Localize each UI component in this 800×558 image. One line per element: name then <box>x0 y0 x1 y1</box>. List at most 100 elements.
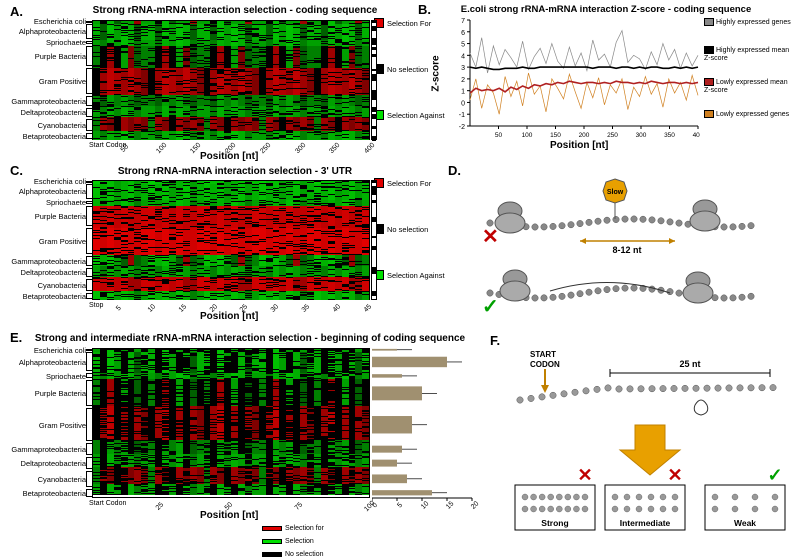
taxon-bracket <box>86 349 92 351</box>
panel-c-heatmap <box>92 180 370 300</box>
svg-text:START: START <box>530 350 556 359</box>
taxon-bracket <box>86 293 92 299</box>
taxon-label: Spriochaete <box>2 372 86 381</box>
taxon-label: Alphaproteobacteria <box>2 27 86 36</box>
panel-e-bars: 05101520 <box>372 348 480 518</box>
taxon-label: Spriochaete <box>2 198 86 207</box>
taxon-bracket <box>86 489 92 497</box>
xtick: 25 <box>154 501 164 511</box>
panel-e-xlabel: Position [nt] <box>200 510 258 521</box>
xtick: 40 <box>332 303 342 313</box>
panel-a-xlabel: Position [nt] <box>200 151 258 162</box>
svg-text:20: 20 <box>470 500 480 511</box>
taxon-bracket <box>86 108 92 117</box>
taxon-bracket <box>86 41 92 45</box>
panel-b-xlabel: Position [nt] <box>550 140 608 151</box>
svg-text:50: 50 <box>495 132 503 138</box>
panel-c-xlabel: Position [nt] <box>200 311 258 322</box>
svg-text:-1: -1 <box>459 112 465 119</box>
svg-text:25 nt: 25 nt <box>679 359 700 369</box>
svg-text:400: 400 <box>693 132 700 138</box>
panel-f-label: F. <box>490 333 500 348</box>
taxon-bracket <box>86 46 92 66</box>
taxon-bracket <box>86 457 92 469</box>
panel-a-xstart: Start Codon <box>89 142 126 149</box>
legend-item: No selection <box>374 224 445 234</box>
xtick: 15 <box>177 303 187 313</box>
panel-c-label: C. <box>10 163 23 178</box>
xtick: 75 <box>293 501 303 511</box>
panel-e-label: E. <box>10 330 22 345</box>
taxon-label: Escherichia coli <box>2 177 86 186</box>
taxon-bracket <box>86 380 92 406</box>
svg-text:3: 3 <box>461 65 465 72</box>
taxon-label: Gammaproteobacteria <box>2 97 86 106</box>
taxon-label: Betaproteobacteria <box>2 292 86 301</box>
taxon-bracket <box>86 228 92 254</box>
panel-e-xstart: Start Codon <box>89 500 126 507</box>
legend-item: Selection For <box>374 18 445 28</box>
legend-item: Highly expressed genes <box>704 18 791 27</box>
svg-text:1: 1 <box>461 89 465 96</box>
svg-text:0: 0 <box>461 100 465 107</box>
taxon-bracket <box>86 133 92 139</box>
taxon-label: Cyanobacteria <box>2 475 86 484</box>
legend-item: Selection For <box>374 178 445 188</box>
taxon-bracket <box>86 181 92 183</box>
panel-e-heatmap <box>92 348 370 498</box>
xtick: 300 <box>294 142 307 155</box>
xtick: 100 <box>155 142 168 155</box>
taxon-label: Escherichia coli <box>2 346 86 355</box>
taxon-label: Gram Positive <box>2 77 86 86</box>
taxon-label: Alphaproteobacteria <box>2 187 86 196</box>
taxon-bracket <box>86 68 92 94</box>
legend-text: Selection For <box>387 179 431 188</box>
svg-text:6: 6 <box>461 30 465 37</box>
taxon-label: Spriochaete <box>2 38 86 47</box>
svg-text:4: 4 <box>461 53 465 60</box>
svg-text:7: 7 <box>461 18 465 25</box>
taxon-label: Purple Bacteria <box>2 52 86 61</box>
svg-text:0: 0 <box>372 502 379 510</box>
svg-text:150: 150 <box>550 132 561 138</box>
legend-item: No selection <box>262 551 324 558</box>
panel-b-chart: -2-10123456750100150200250300350400 <box>450 18 700 138</box>
svg-text:CODON: CODON <box>530 360 560 369</box>
xtick: 30 <box>270 303 280 313</box>
svg-text:5: 5 <box>396 502 404 510</box>
taxon-label: Betaproteobacteria <box>2 132 86 141</box>
panel-b-ylabel: Z-score <box>431 55 442 91</box>
barcode-strip <box>371 180 377 300</box>
svg-text:200: 200 <box>579 132 590 138</box>
legend-item: Selection Against <box>374 270 445 280</box>
taxon-bracket <box>86 206 92 226</box>
panel-e-legend: Selection forSelectionNo selection <box>262 525 324 558</box>
taxon-label: Gammaproteobacteria <box>2 257 86 266</box>
taxon-bracket <box>86 268 92 277</box>
taxon-bracket <box>86 96 92 105</box>
svg-text:8-12 nt: 8-12 nt <box>612 245 641 255</box>
panel-c-title: Strong rRNA-mRNA interaction selection -… <box>80 166 390 177</box>
svg-text:✓: ✓ <box>482 296 499 318</box>
taxon-label: Deltaproteobacteria <box>2 108 86 117</box>
legend-item: Highly expressed mean Z-score <box>704 46 796 63</box>
panel-a-heatmap <box>92 20 370 140</box>
svg-text:-2: -2 <box>459 124 465 131</box>
taxon-label: Cyanobacteria <box>2 121 86 130</box>
taxon-bracket <box>86 471 92 486</box>
legend-text: No selection <box>387 225 428 234</box>
svg-text:100: 100 <box>522 132 533 138</box>
svg-text:✓: ✓ <box>767 465 782 485</box>
barcode-strip <box>371 20 377 140</box>
svg-text:350: 350 <box>664 132 675 138</box>
svg-text:Strong: Strong <box>541 518 568 528</box>
panel-f-diagram: STARTCODON25 ntStrong✕Intermediate✕Weak✓ <box>500 345 790 540</box>
taxon-bracket <box>86 119 92 131</box>
svg-text:Weak: Weak <box>734 518 756 528</box>
panel-b-title: E.coli strong rRNA-mRNA interaction Z-sc… <box>436 4 776 15</box>
legend-item: Selection Against <box>374 110 445 120</box>
svg-text:10: 10 <box>420 500 431 511</box>
taxon-bracket <box>86 256 92 265</box>
legend-item: Lowly expressed mean Z-score <box>704 78 796 95</box>
panel-d-diagram: Slow✕8-12 nt ✓ <box>460 173 790 323</box>
